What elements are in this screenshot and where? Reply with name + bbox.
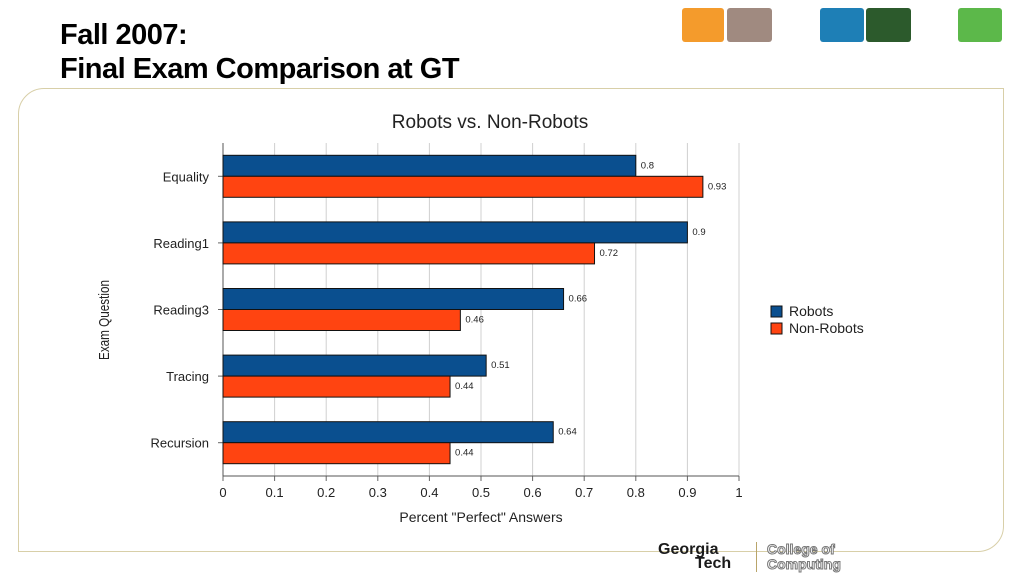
category-label: Tracing bbox=[166, 369, 209, 384]
category-label: Reading3 bbox=[153, 303, 209, 318]
data-label: 0.8 bbox=[641, 160, 654, 171]
legend-swatch bbox=[770, 305, 783, 318]
legend-label: Robots bbox=[789, 303, 833, 319]
bar-non-robots bbox=[222, 309, 461, 331]
data-label: 0.44 bbox=[455, 448, 474, 459]
green-thumbnail bbox=[958, 8, 1002, 42]
x-tick-label: 0.8 bbox=[627, 485, 645, 500]
category-label: Equality bbox=[163, 169, 210, 184]
bar-robots bbox=[222, 221, 688, 244]
bar-robots bbox=[222, 354, 487, 377]
campus-photo-thumbnail bbox=[727, 8, 772, 42]
x-tick-label: 0.2 bbox=[317, 485, 335, 500]
x-tick-label: 0.1 bbox=[266, 485, 284, 500]
logo-college-line-2: Computing bbox=[767, 556, 842, 572]
x-tick-label: 0.3 bbox=[369, 485, 387, 500]
x-tick-label: 1 bbox=[735, 485, 742, 500]
bar-robots bbox=[222, 288, 565, 310]
y-axis-label: Exam Question bbox=[96, 280, 113, 360]
logo-org-line-2: Tech bbox=[695, 555, 732, 572]
data-label: 0.93 bbox=[708, 181, 727, 192]
category-label: Reading1 bbox=[153, 236, 209, 251]
content-frame bbox=[18, 88, 1004, 552]
x-tick-label: 0.6 bbox=[524, 485, 542, 500]
data-label: 0.9 bbox=[692, 227, 705, 238]
data-label: 0.44 bbox=[455, 381, 474, 392]
georgia-tech-logo: Georgia Tech College of Computing bbox=[655, 540, 885, 574]
bar-non-robots bbox=[222, 442, 451, 465]
blue-thumbnail bbox=[820, 8, 864, 42]
data-label: 0.72 bbox=[600, 248, 619, 259]
logo-org-line-1: Georgia bbox=[658, 541, 719, 558]
x-tick-label: 0.4 bbox=[420, 485, 438, 500]
data-label: 0.66 bbox=[569, 294, 588, 305]
slide-title: Fall 2007: Final Exam Comparison at GT bbox=[60, 18, 460, 86]
x-tick-label: 0.7 bbox=[575, 485, 593, 500]
x-tick-label: 0 bbox=[219, 485, 226, 500]
data-label: 0.64 bbox=[558, 427, 577, 438]
bar-non-robots bbox=[222, 375, 451, 398]
slide-title-line-1: Fall 2007: bbox=[60, 19, 188, 51]
network-photo-thumbnail bbox=[866, 8, 911, 42]
logo-college-line-1: College of bbox=[767, 541, 836, 557]
chart-title: Robots vs. Non-Robots bbox=[392, 112, 588, 133]
data-label: 0.51 bbox=[491, 360, 510, 371]
legend-label: Non-Robots bbox=[789, 320, 864, 336]
bar-non-robots bbox=[222, 242, 596, 265]
logo-divider bbox=[756, 542, 757, 572]
category-label: Recursion bbox=[150, 436, 209, 451]
bar-robots bbox=[222, 154, 637, 177]
x-tick-label: 0.9 bbox=[678, 485, 696, 500]
legend-swatch bbox=[770, 322, 783, 335]
x-tick-label: 0.5 bbox=[472, 485, 490, 500]
bar-robots bbox=[222, 421, 554, 444]
slide-title-line-2: Final Exam Comparison at GT bbox=[60, 53, 460, 85]
data-label: 0.46 bbox=[465, 315, 484, 326]
orange-thumbnail bbox=[682, 8, 724, 42]
x-axis-label: Percent "Perfect" Answers bbox=[399, 509, 562, 525]
bar-non-robots bbox=[222, 175, 704, 198]
